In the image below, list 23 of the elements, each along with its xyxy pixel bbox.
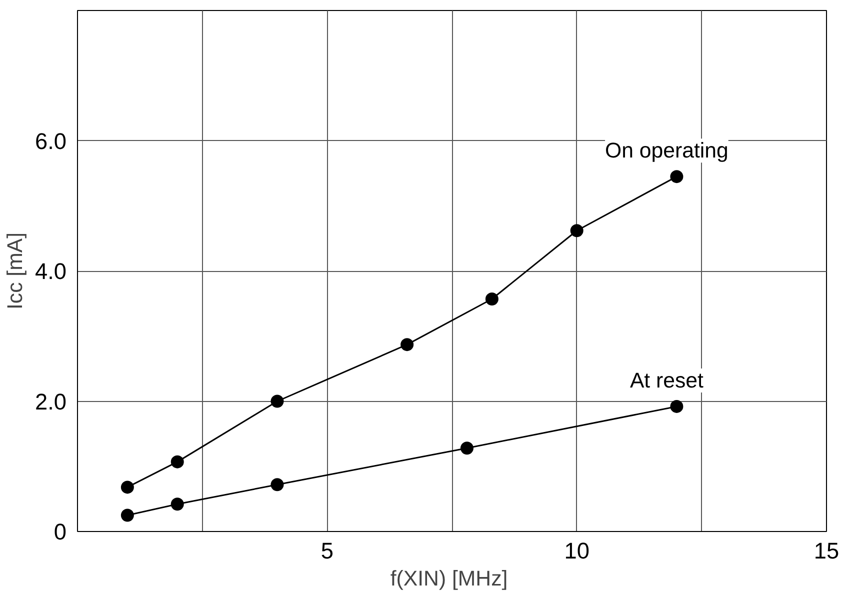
point <box>485 292 498 306</box>
y-tick-label: 2.0 <box>35 388 67 414</box>
point <box>400 338 414 352</box>
point <box>270 478 284 492</box>
x-tick-label: 10 <box>564 538 590 564</box>
y-tick-label: 4.0 <box>35 258 67 284</box>
point <box>460 442 474 455</box>
x-tick-label: 15 <box>814 538 840 564</box>
point <box>570 224 584 238</box>
point <box>120 508 134 522</box>
y-tick-label: 0 <box>54 518 67 544</box>
y-axis-title: Icc [mA] <box>3 232 28 310</box>
point <box>120 480 134 494</box>
series-label: At reset <box>630 368 704 392</box>
x-tick-label: 5 <box>320 538 334 564</box>
point <box>670 400 684 413</box>
point <box>670 170 684 184</box>
x-axis-title: f(XIN) [MHz] <box>390 566 508 590</box>
point <box>170 498 184 511</box>
point <box>270 394 284 408</box>
y-tick-label: 6.0 <box>35 128 67 154</box>
point <box>170 455 184 468</box>
series-label: On operating <box>605 138 728 163</box>
